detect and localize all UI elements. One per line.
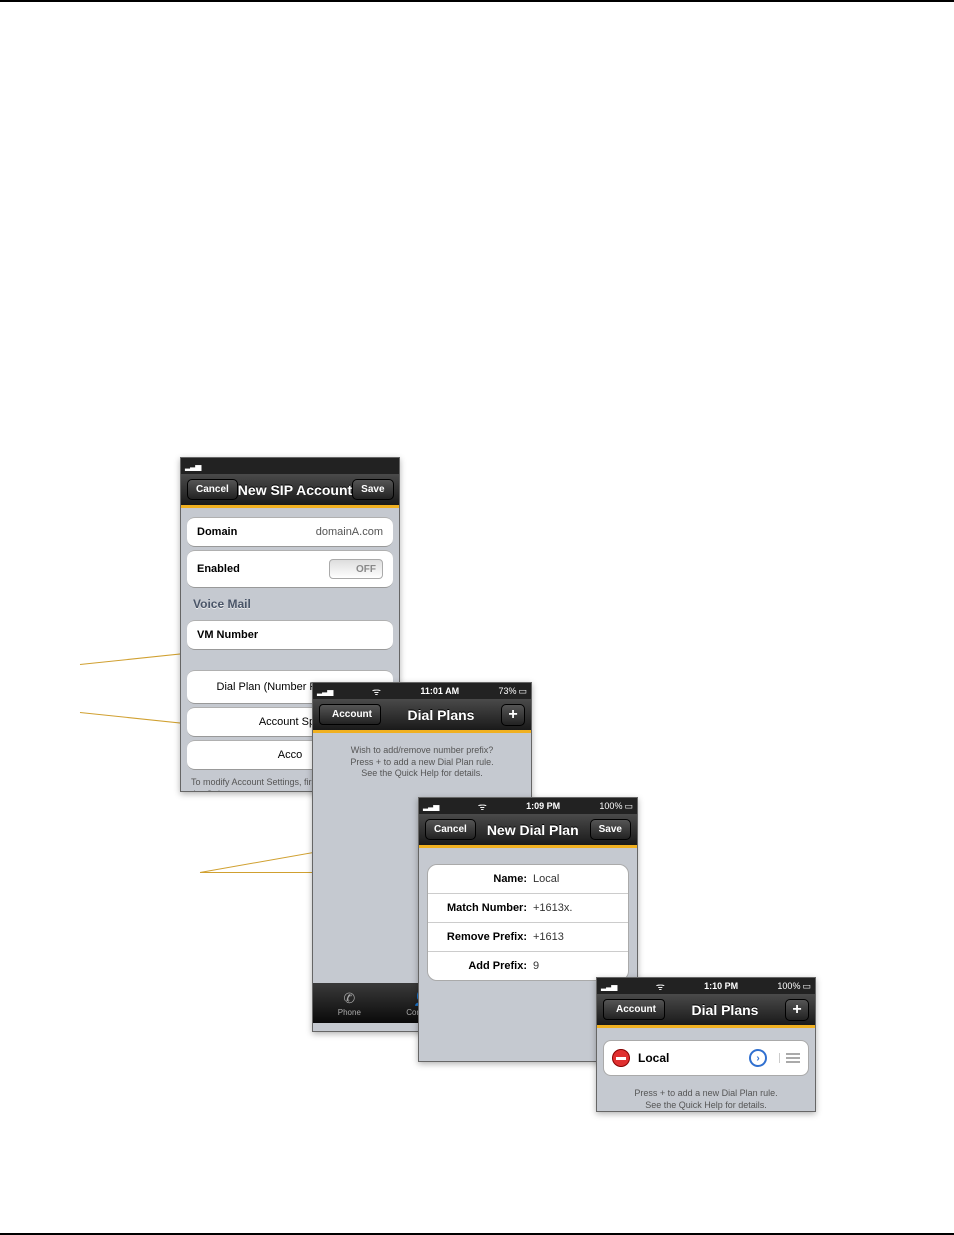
status-time: 11:01 AM (420, 686, 459, 696)
name-row[interactable]: Name: Local (428, 865, 628, 893)
remove-label: Remove Prefix: (438, 931, 533, 943)
nav-bar: Cancel New Dial Plan Save (419, 814, 637, 848)
remove-value: +1613 (533, 931, 564, 943)
nav-bar: Account Dial Plans + (313, 699, 531, 733)
add-value: 9 (533, 960, 539, 972)
signal-icon: ▂▃▅ (317, 687, 332, 696)
status-bar: ▂▃▅ ᯤ 1:10 PM 100%▭ (597, 978, 815, 994)
status-time: 1:10 PM (704, 981, 738, 991)
reorder-icon[interactable] (779, 1053, 800, 1063)
delete-icon[interactable] (612, 1049, 630, 1067)
voicemail-header: Voice Mail (181, 591, 399, 617)
domain-value: domainA.com (316, 526, 383, 538)
screen-dial-plans-list: ▂▃▅ ᯤ 1:10 PM 100%▭ Account Dial Plans +… (596, 977, 816, 1112)
phone-icon: ✆ (343, 990, 355, 1007)
nav-title: Dial Plans (665, 1002, 785, 1018)
nav-bar: Cancel New SIP Account Save (181, 474, 399, 508)
enabled-toggle[interactable]: OFF (329, 559, 383, 579)
domain-row[interactable]: Domain domainA.com (187, 517, 393, 547)
enabled-label: Enabled (197, 563, 240, 575)
domain-label: Domain (197, 526, 237, 538)
wifi-icon: ᯤ (478, 799, 487, 813)
match-label: Match Number: (438, 902, 533, 914)
name-label: Name: (438, 873, 533, 885)
dial-plan-fields: Name: Local Match Number: +1613x. Remove… (427, 864, 629, 981)
vm-number-row[interactable]: VM Number (187, 620, 393, 650)
help-text: Press + to add a new Dial Plan rule. See… (597, 1082, 815, 1112)
status-bar: ▂▃▅ ᯤ 11:01 AM 73%▭ (313, 683, 531, 699)
status-bar: ▂▃▅ (181, 458, 399, 474)
remove-row[interactable]: Remove Prefix: +1613 (428, 922, 628, 951)
battery-indicator: 100%▭ (777, 981, 811, 992)
save-button[interactable]: Save (590, 819, 631, 840)
vm-number-label: VM Number (197, 629, 258, 641)
signal-icon: ▂▃▅ (601, 982, 616, 991)
nav-title: New SIP Account (238, 482, 352, 498)
add-button[interactable]: + (501, 704, 525, 726)
match-value: +1613x. (533, 902, 572, 914)
account-back-button[interactable]: Account (603, 999, 665, 1020)
nav-bar: Account Dial Plans + (597, 994, 815, 1028)
cancel-button[interactable]: Cancel (425, 819, 476, 840)
wifi-icon: ᯤ (656, 979, 665, 993)
enabled-row: Enabled OFF (187, 550, 393, 588)
status-time: 1:09 PM (526, 801, 560, 811)
add-label: Add Prefix: (438, 960, 533, 972)
help-text: Wish to add/remove number prefix? Press … (313, 739, 531, 786)
cancel-button[interactable]: Cancel (187, 479, 238, 500)
account-back-button[interactable]: Account (319, 704, 381, 725)
signal-icon: ▂▃▅ (423, 802, 438, 811)
detail-icon[interactable]: › (749, 1049, 767, 1067)
battery-indicator: 73%▭ (498, 686, 527, 697)
add-row[interactable]: Add Prefix: 9 (428, 951, 628, 980)
dial-plan-name: Local (638, 1051, 741, 1065)
match-row[interactable]: Match Number: +1613x. (428, 893, 628, 922)
name-value: Local (533, 873, 559, 885)
status-bar: ▂▃▅ ᯤ 1:09 PM 100%▭ (419, 798, 637, 814)
dial-plan-item[interactable]: Local › (603, 1040, 809, 1076)
tab-phone[interactable]: ✆ Phone (313, 983, 386, 1023)
add-button[interactable]: + (785, 999, 809, 1021)
wifi-icon: ᯤ (372, 684, 381, 698)
nav-title: New Dial Plan (476, 822, 590, 838)
battery-indicator: 100%▭ (599, 801, 633, 812)
save-button[interactable]: Save (352, 479, 393, 500)
nav-title: Dial Plans (381, 707, 501, 723)
signal-icon: ▂▃▅ (185, 462, 200, 471)
